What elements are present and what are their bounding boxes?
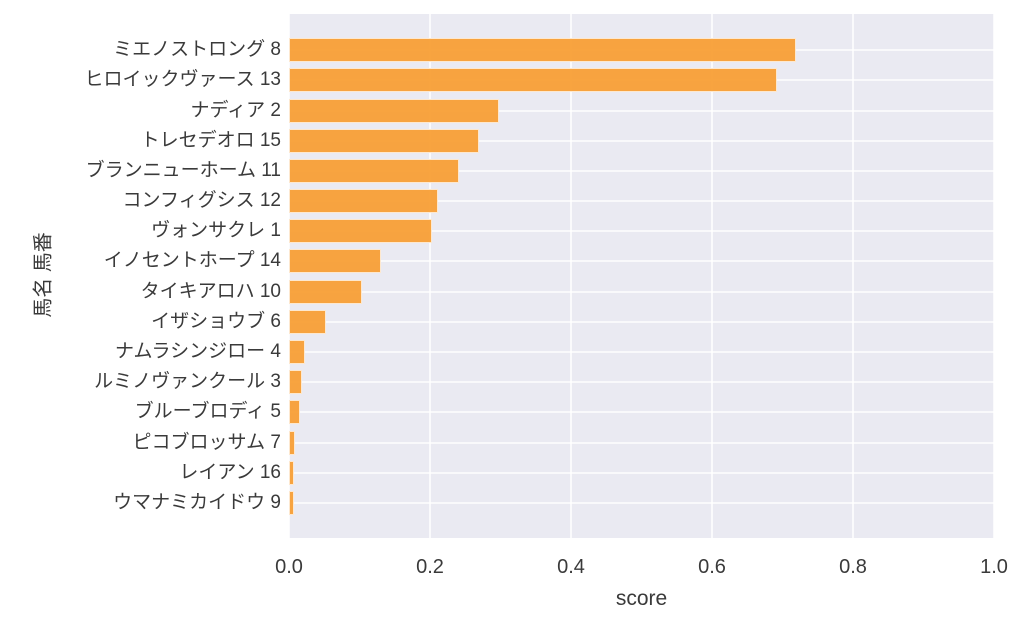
x-tick-label: 0.4 <box>557 556 585 578</box>
y-tick-label: ナディア 2 <box>190 99 281 121</box>
horizontal-gridline <box>289 381 994 384</box>
y-tick-label: レイアン 16 <box>179 461 281 483</box>
y-tick-label: コンフィグシス 12 <box>122 190 281 212</box>
bar <box>289 158 459 183</box>
bar <box>289 430 296 455</box>
vertical-gridline <box>711 14 713 538</box>
horizontal-gridline <box>289 200 994 203</box>
vertical-gridline <box>570 14 572 538</box>
y-tick-label: ウマナミカイドウ 9 <box>113 491 281 513</box>
y-tick-label: ルミノヴァンクール 3 <box>94 371 281 393</box>
bar <box>289 460 294 485</box>
horizontal-gridline <box>289 501 994 504</box>
x-tick-label: 1.0 <box>980 556 1008 578</box>
x-tick-label: 0.2 <box>416 556 444 578</box>
horizontal-gridline <box>289 471 994 474</box>
bar <box>289 370 303 395</box>
y-tick-label: ブランニューホーム 11 <box>85 159 281 181</box>
bar <box>289 249 381 274</box>
horizontal-gridline <box>289 109 994 112</box>
y-tick-label: ブルーブロディ 5 <box>134 401 281 423</box>
horizontal-gridline <box>289 411 994 414</box>
horizontal-gridline <box>289 351 994 353</box>
bar <box>289 219 433 244</box>
vertical-gridline <box>429 14 431 538</box>
y-tick-label: ピコブロッサム 7 <box>132 431 281 453</box>
bar <box>289 189 438 214</box>
bar <box>289 38 796 63</box>
vertical-gridline <box>288 14 290 538</box>
y-tick-label: ミエノストロング 8 <box>113 39 281 61</box>
horizontal-gridline <box>289 320 994 323</box>
y-tick-label: ヴォンサクレ 1 <box>151 220 281 242</box>
bar <box>289 68 777 93</box>
y-tick-label: ヒロイックヴァース 13 <box>84 69 281 91</box>
horizontal-gridline <box>289 260 994 263</box>
horizontal-gridline <box>289 441 994 444</box>
x-axis-title: score <box>615 587 668 610</box>
bar <box>289 128 480 153</box>
x-tick-label: 0.8 <box>839 556 867 578</box>
y-tick-label: イザショウブ 6 <box>151 310 281 332</box>
bar <box>289 490 294 515</box>
horizontal-gridline <box>289 290 994 293</box>
bar <box>289 400 301 425</box>
horizontal-gridline <box>289 230 994 233</box>
y-tick-label: イノセントホープ 14 <box>103 250 281 272</box>
y-tick-label: トレセデオロ 15 <box>140 129 281 151</box>
bar <box>289 340 305 364</box>
x-tick-label: 0.6 <box>698 556 726 578</box>
horizontal-gridline <box>289 139 994 142</box>
y-tick-label: ナムラシンジロー 4 <box>115 341 281 362</box>
plot-area <box>288 14 995 538</box>
horizontal-gridline <box>289 169 994 172</box>
y-tick-label: タイキアロハ 10 <box>140 280 281 302</box>
bar <box>289 279 362 304</box>
bar <box>289 98 500 123</box>
y-tick-labels: ミエノストロング 8 ヒロイックヴァース 13 ナディア 2 トレセデオロ 15 ブラン… <box>0 14 281 538</box>
bar <box>289 309 327 334</box>
x-tick-label: 0.0 <box>275 556 303 578</box>
vertical-gridline <box>993 14 995 538</box>
vertical-gridline <box>852 14 854 538</box>
